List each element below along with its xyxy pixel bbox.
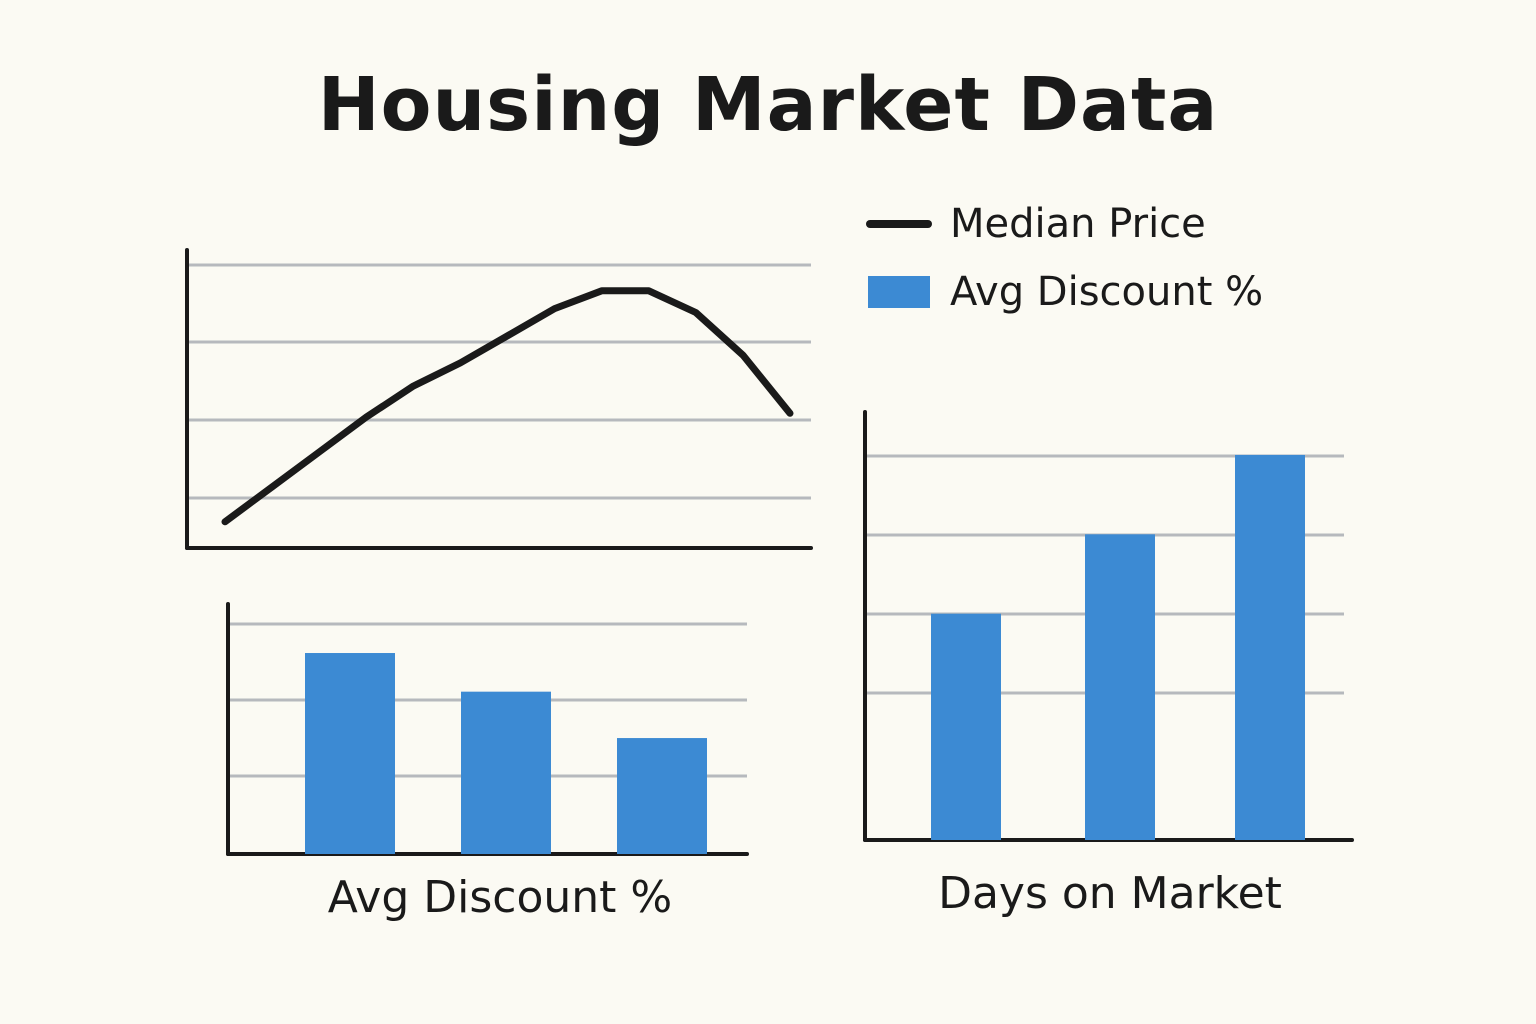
legend-label-avg-discount: Avg Discount % [950,269,1264,315]
days-on-market-bar-chart [863,410,1354,842]
median-price-line-chart [185,248,813,550]
bar-days-on-market [1235,454,1305,840]
bar-days-on-market [1085,534,1155,840]
legend-label-median-price: Median Price [950,201,1206,247]
series-line-median-price [221,287,794,526]
bar-avg-discount [461,691,551,854]
legend-line-marker [866,220,932,228]
bar-avg-discount [617,738,707,854]
legend: Median Price Avg Discount % [866,196,1263,332]
legend-item-median-price: Median Price [866,196,1263,252]
legend-bar-swatch [868,276,930,308]
avg-discount-bar-chart [226,602,749,856]
bar-days-on-market [931,613,1001,840]
legend-item-avg-discount: Avg Discount % [866,264,1263,320]
page-title: Housing Market Data [317,62,1219,148]
bar-avg-discount [305,653,395,854]
caption-avg-discount: Avg Discount % [327,872,673,923]
caption-days-on-market: Days on Market [938,868,1282,919]
